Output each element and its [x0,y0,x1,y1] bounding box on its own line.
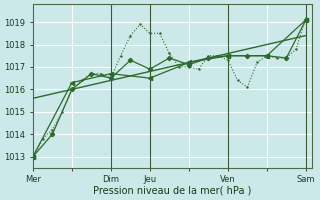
X-axis label: Pression niveau de la mer( hPa ): Pression niveau de la mer( hPa ) [93,186,252,196]
